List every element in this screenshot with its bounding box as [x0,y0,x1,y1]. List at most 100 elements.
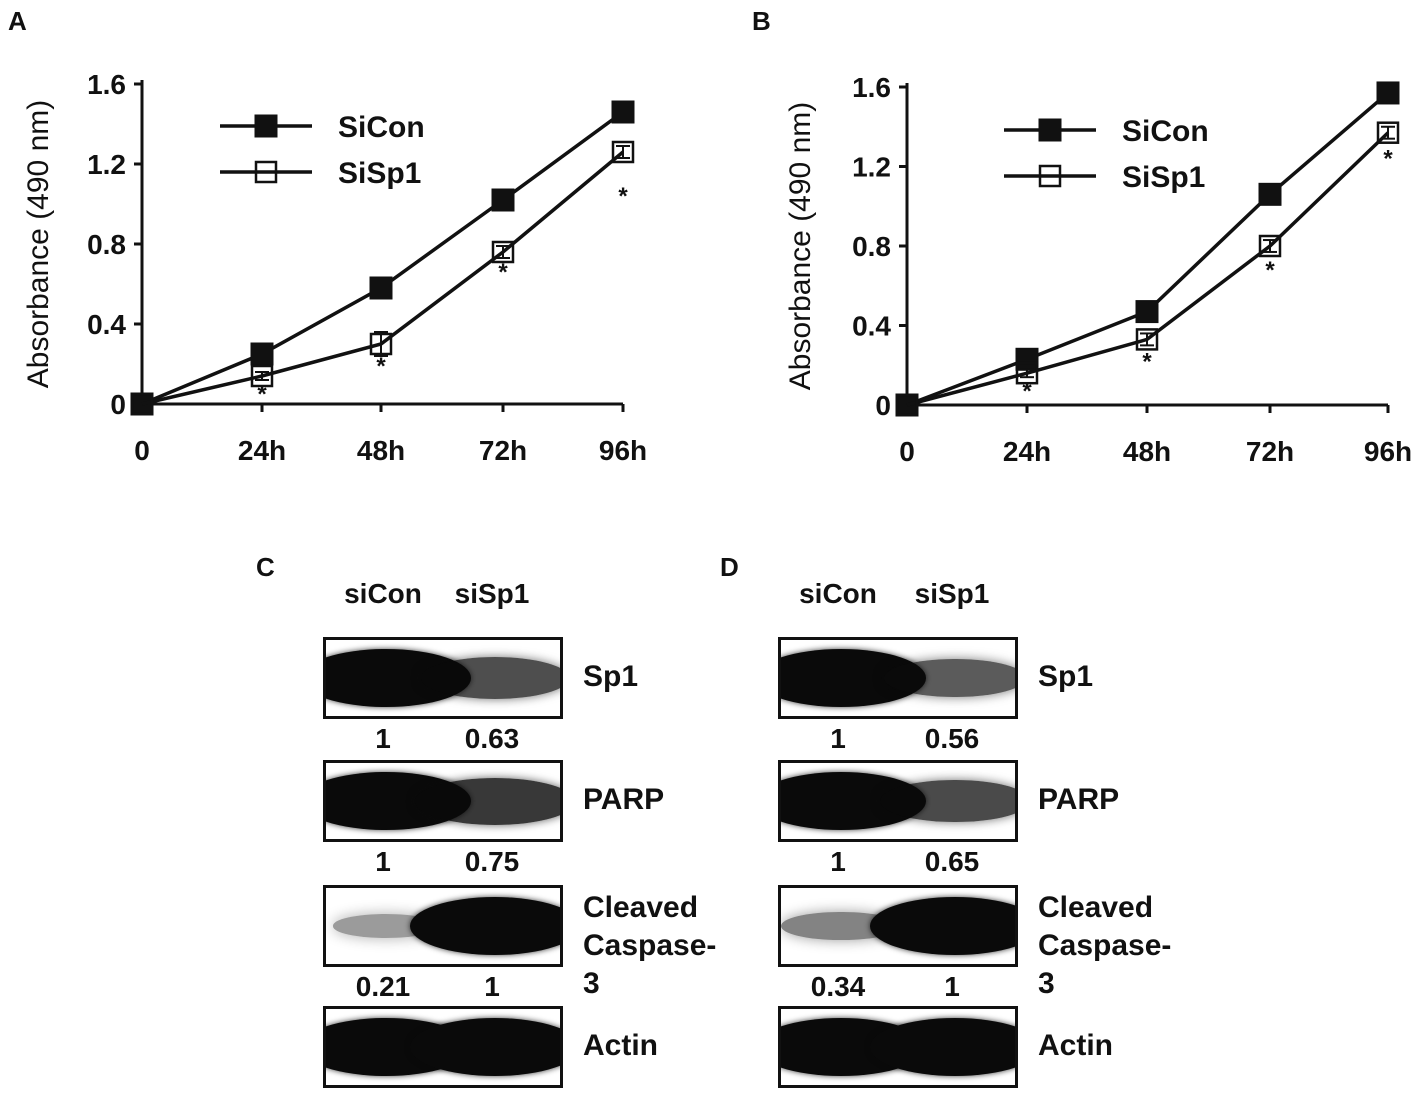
quant-value: 0.63 [464,723,520,754]
significance-star: * [1022,378,1032,405]
x-tick-label: 24h [238,435,286,466]
y-axis-label: Absorbance (490 nm) [22,100,55,389]
growth-chart-a: 0 0.4 0.8 1.2 1.6 0 24h 48h 72h 96h Absorbance (49… [22,69,647,466]
blot-box-parp [778,760,1018,842]
band [884,658,1015,698]
legend-label: SiSp1 [1122,161,1205,194]
lane-label-sicon: siCon [799,578,877,609]
quant-value: 0.75 [464,846,520,877]
data-point-sicon [369,276,393,300]
y-tick-label: 1.2 [87,149,126,180]
y-tick-label: 1.2 [852,152,891,183]
band [409,1018,560,1076]
x-tick-label: 96h [599,435,647,466]
x-tick-label: 24h [1003,436,1051,467]
legend-marker [1038,164,1062,188]
y-tick-label: 0.4 [87,309,126,340]
data-point-sicon [611,100,635,124]
quant-value: 0.56 [924,723,980,754]
protein-label: Actin [583,1029,658,1062]
quant-value: 1 [375,846,391,877]
legend-marker [254,160,278,184]
y-tick-label: 0.8 [87,229,126,260]
band [414,777,560,825]
lane-label-sisp1: siSp1 [914,578,990,609]
legend-marker [254,114,278,138]
data-point-sisp1 [130,392,154,416]
quant-value: 1 [830,846,846,877]
protein-label: PARP [583,783,665,816]
quant-value: 1 [830,723,846,754]
legend-label: SiCon [338,111,425,144]
data-point-sisp1 [491,240,515,264]
blot-box-sp1 [778,637,1018,719]
data-point-sisp1 [369,332,393,356]
protein-label: Cleaved Caspase-3 [1038,889,1171,1003]
quant-value: 0.21 [355,971,411,1002]
lane-label-sicon: siCon [344,578,422,609]
blot-box-parp [323,760,563,842]
panel-label-c: C [256,552,275,582]
y-tick-label: 1.6 [852,72,891,103]
protein-label: Actin [1038,1029,1113,1062]
significance-star: * [1383,146,1393,173]
y-tick-label: 0 [875,390,891,421]
band [869,1018,1015,1076]
protein-label: PARP [1038,783,1120,816]
blot-box-sp1 [323,637,563,719]
x-tick-label: 72h [1246,436,1294,467]
panel-label-b: B [752,6,771,36]
data-point-sisp1 [250,364,274,388]
y-tick-label: 1.6 [87,69,126,100]
panel-label-d: D [720,552,739,582]
data-point-sicon [1258,182,1282,206]
x-tick-label: 48h [357,435,405,466]
data-point-sisp1 [611,140,635,164]
data-point-sisp1 [1376,121,1400,144]
blot-box-actin [323,1006,563,1088]
growth-chart-b: 0 0.4 0.8 1.2 1.6 0 24h 48h 72h 96h Absorbance (49… [784,72,1412,467]
protein-label: Cleaved Caspase-3 [583,889,716,1003]
x-tick-label: 0 [899,436,915,467]
legend-label: SiCon [1122,115,1209,148]
lane-label-sisp1: siSp1 [454,578,530,609]
x-tick-label: 48h [1123,436,1171,467]
y-tick-label: 0.8 [852,231,891,262]
data-point-sicon [1376,81,1400,105]
band [869,897,1015,955]
significance-star: * [618,183,628,210]
quant-value: 1 [375,723,391,754]
x-tick-label: 0 [134,435,150,466]
y-tick-label: 0 [110,389,126,420]
quant-value: 0.65 [924,846,980,877]
x-tick-label: 96h [1364,436,1412,467]
significance-star: * [1142,348,1152,375]
significance-star: * [257,381,267,408]
quant-value: 0.34 [810,971,866,1002]
significance-star: * [498,259,508,286]
significance-star: * [376,353,386,380]
y-tick-label: 0.4 [852,311,891,342]
panel-label-a: A [8,6,27,36]
y-axis-label: Absorbance (490 nm) [784,102,817,391]
quant-value: 1 [484,971,500,1002]
band [409,897,560,955]
legend-label: SiSp1 [338,157,421,190]
protein-label-line: Cleaved [1038,891,1154,924]
data-point-sisp1 [1135,328,1159,351]
protein-label: Sp1 [583,660,639,693]
protein-label-line: Cleaved [583,891,699,924]
protein-label-line: Caspase-3 [583,929,717,1000]
quant-value: 1 [944,971,960,1002]
band [420,657,560,699]
data-point-sisp1 [1015,361,1039,385]
data-point-sisp1 [895,393,919,417]
data-point-sicon [491,188,515,212]
blot-box-cleaved-caspase-3 [323,885,563,967]
protein-label-line: Caspase-3 [1038,929,1172,1000]
significance-star: * [1265,257,1275,284]
data-point-sicon [250,342,274,366]
data-point-sicon [1015,347,1039,371]
blot-box-cleaved-caspase-3 [778,885,1018,967]
protein-label: Sp1 [1038,660,1094,693]
